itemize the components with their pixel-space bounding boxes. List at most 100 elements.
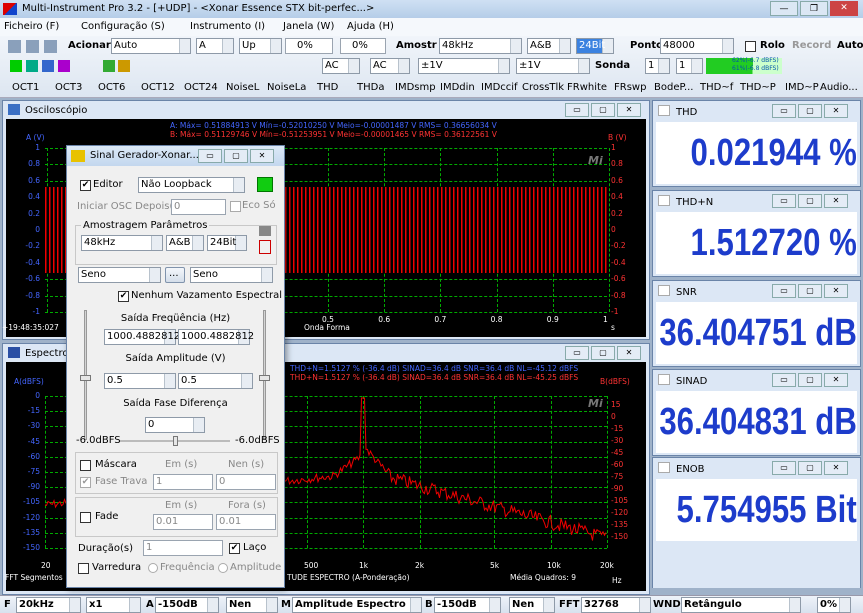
window-button[interactable]: ▭ xyxy=(772,104,796,118)
combo-box[interactable] xyxy=(145,417,205,433)
window-button[interactable]: ✕ xyxy=(824,284,848,298)
combo-value[interactable]: Retângulo xyxy=(684,599,742,610)
combo-box[interactable] xyxy=(527,38,571,54)
toolbar-label[interactable]: Acionar xyxy=(68,40,111,51)
window-button[interactable]: ▭ xyxy=(565,346,589,360)
dropdown-arrow[interactable] xyxy=(789,598,800,612)
menu-item[interactable]: Ficheiro (F) xyxy=(4,21,60,32)
analyzer-button[interactable]: OCT24 xyxy=(184,82,218,93)
radio[interactable] xyxy=(148,563,158,573)
combo-value[interactable]: 32768 xyxy=(584,599,619,610)
dropdown-arrow[interactable] xyxy=(149,268,160,282)
checkbox-label[interactable]: Eco Só xyxy=(242,200,276,211)
combo-box[interactable] xyxy=(138,177,245,193)
menu-item[interactable]: Ajuda (H) xyxy=(347,21,394,32)
combo-value[interactable]: 0 xyxy=(148,419,155,430)
spin-box[interactable] xyxy=(340,38,386,54)
checkbox-label[interactable]: Fade xyxy=(95,511,119,522)
checkbox-label[interactable]: Nenhum Vazamento Espectral xyxy=(131,290,283,301)
combo-value[interactable]: A&B xyxy=(169,237,191,248)
combo-box[interactable] xyxy=(516,58,590,74)
analyzer-button[interactable]: THDa xyxy=(357,82,385,93)
dropdown-arrow[interactable] xyxy=(559,39,570,53)
checkbox[interactable] xyxy=(80,460,91,471)
window-button[interactable]: ✕ xyxy=(250,149,274,163)
dropdown-arrow[interactable] xyxy=(498,59,509,73)
text-input[interactable] xyxy=(143,540,223,556)
toolbar-label[interactable]: Amostr xyxy=(396,40,437,51)
analyzer-button[interactable]: BodeP... xyxy=(654,82,694,93)
dropdown-arrow[interactable] xyxy=(691,59,702,73)
dropdown-arrow[interactable] xyxy=(151,236,162,250)
checkbox[interactable]: ✔ xyxy=(80,477,91,488)
input-value[interactable]: 0 xyxy=(174,201,181,212)
text-input[interactable] xyxy=(216,474,276,490)
tool-icon[interactable] xyxy=(26,40,39,53)
input-value[interactable]: 0 xyxy=(219,476,226,487)
dropdown-arrow[interactable] xyxy=(233,178,244,192)
window-button[interactable]: ▭ xyxy=(198,149,222,163)
checkbox[interactable]: ✔ xyxy=(118,291,129,302)
window-button[interactable]: ▭ xyxy=(772,284,796,298)
dropdown-arrow[interactable] xyxy=(602,39,613,53)
dropdown-arrow[interactable] xyxy=(410,598,421,612)
dropdown-arrow[interactable] xyxy=(238,330,249,344)
combo-box[interactable] xyxy=(104,373,176,389)
dropdown-arrow[interactable] xyxy=(235,236,246,250)
combo-value[interactable]: 24Bit xyxy=(210,237,237,248)
checkbox[interactable] xyxy=(80,512,91,523)
combo-value[interactable]: 0% xyxy=(820,599,837,610)
checkbox[interactable] xyxy=(78,563,89,574)
input-value[interactable]: 0.01 xyxy=(156,516,179,527)
dropdown-arrow[interactable] xyxy=(489,598,500,612)
combo-value[interactable]: Auto xyxy=(114,40,138,51)
combo-box[interactable] xyxy=(78,267,161,283)
analyzer-button[interactable]: IMDsmp xyxy=(395,82,436,93)
dropdown-arrow[interactable] xyxy=(639,598,650,612)
menu-item[interactable]: Instrumento (I) xyxy=(190,21,266,32)
dropdown-arrow[interactable] xyxy=(578,59,589,73)
combo-box[interactable] xyxy=(166,235,204,251)
combo-value[interactable]: A xyxy=(199,40,206,51)
slider-thumb[interactable] xyxy=(259,375,270,381)
combo-value[interactable]: 48kHz xyxy=(84,237,116,248)
window-button[interactable]: ✕ xyxy=(830,1,858,16)
text-input[interactable] xyxy=(153,514,213,530)
combo-box[interactable] xyxy=(676,58,703,74)
combo-value[interactable]: 0.5 xyxy=(107,375,123,386)
combo-value[interactable]: Nen xyxy=(229,599,252,610)
combo-value[interactable]: 20kHz xyxy=(19,599,54,610)
tool-icon[interactable] xyxy=(10,60,22,72)
combo-value[interactable]: Nen xyxy=(512,599,535,610)
checkbox[interactable] xyxy=(230,201,241,212)
window-button[interactable]: ▢ xyxy=(224,149,248,163)
window-button[interactable]: ▢ xyxy=(798,194,822,208)
combo-value[interactable]: 48kHz xyxy=(442,40,474,51)
dropdown-arrow[interactable] xyxy=(348,59,359,73)
analyzer-button[interactable]: Audio... xyxy=(820,82,858,93)
save-icon[interactable] xyxy=(259,226,271,236)
combo-value[interactable]: -150dB xyxy=(437,599,477,610)
radio-label[interactable]: Frequência xyxy=(160,562,215,573)
combo-value[interactable]: 1000.4882812 xyxy=(107,331,181,342)
window-button[interactable]: ❐ xyxy=(800,1,828,16)
text-input[interactable] xyxy=(216,514,276,530)
combo-value[interactable]: 0.5 xyxy=(181,375,197,386)
window-button[interactable]: ▭ xyxy=(772,194,796,208)
dropdown-arrow[interactable] xyxy=(129,598,140,612)
window-button[interactable]: ▢ xyxy=(798,104,822,118)
combo-box[interactable] xyxy=(207,235,247,251)
dropdown-arrow[interactable] xyxy=(164,330,175,344)
combo-box[interactable] xyxy=(370,58,410,74)
dropdown-arrow[interactable] xyxy=(839,598,850,612)
analyzer-button[interactable]: CrossTlk xyxy=(522,82,565,93)
window-button[interactable]: ✕ xyxy=(617,103,641,117)
combo-value[interactable]: Não Loopback xyxy=(141,179,212,190)
tool-icon[interactable] xyxy=(26,60,38,72)
combo-box[interactable] xyxy=(111,38,191,54)
dropdown-arrow[interactable] xyxy=(207,598,218,612)
window-button[interactable]: ▢ xyxy=(591,103,615,117)
text-input[interactable] xyxy=(171,199,226,215)
combo-value[interactable]: ±1V xyxy=(421,60,443,71)
menu-item[interactable]: Janela (W) xyxy=(283,21,335,32)
